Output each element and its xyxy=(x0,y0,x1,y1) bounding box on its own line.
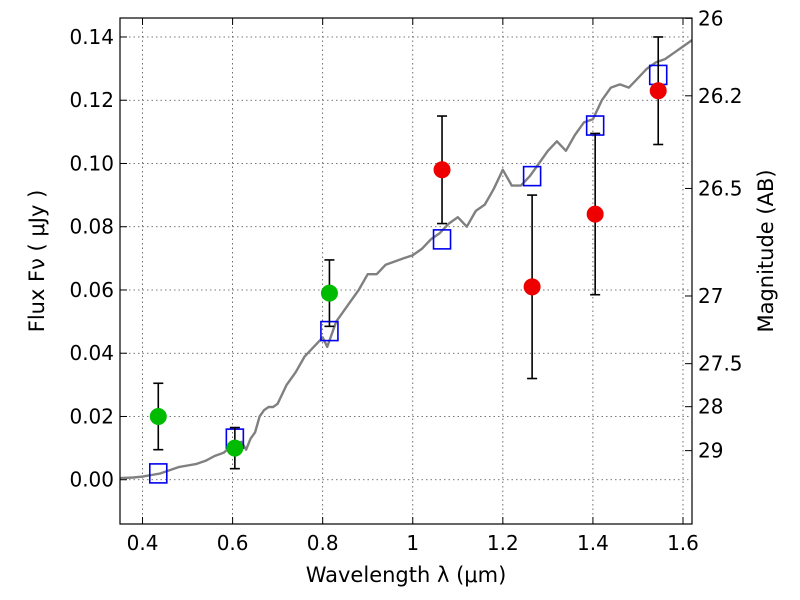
grid-lines xyxy=(120,18,692,524)
x-axis-label: Wavelength λ (μm) xyxy=(306,563,507,587)
y-tick-label: 0.04 xyxy=(69,341,114,365)
data-point xyxy=(523,278,541,296)
x-tick-label: 0.6 xyxy=(217,531,249,555)
right-tick-label: 27.5 xyxy=(698,352,743,376)
axis-ticks: 0.4 0.6 0.8 1 1.2 1.4 1.6 0.00 0.02 0.04 0.06 0.08 0… xyxy=(69,6,742,555)
plot-frame xyxy=(119,17,693,525)
data-point xyxy=(586,205,604,223)
model-spectrum xyxy=(119,39,693,480)
observed-photometry xyxy=(149,36,667,470)
y-tick-label: 0.12 xyxy=(69,88,114,112)
right-axis-label: Magnitude (AB) xyxy=(754,169,778,332)
right-tick-label: 27 xyxy=(698,284,723,308)
y-tick-label: 0.08 xyxy=(69,215,114,239)
data-point xyxy=(226,439,244,457)
right-tick-label: 26.5 xyxy=(698,176,743,200)
right-tick-label: 28 xyxy=(698,395,723,419)
y-tick-label: 0.10 xyxy=(69,151,114,175)
y-tick-label: 0.06 xyxy=(69,278,114,302)
y-axis-label: Flux Fν ( μJy ) xyxy=(25,190,49,333)
x-tick-label: 1 xyxy=(406,531,419,555)
data-point xyxy=(320,284,338,302)
data-point xyxy=(649,82,667,100)
right-tick-label: 29 xyxy=(698,439,723,463)
y-tick-label: 0.02 xyxy=(69,404,114,428)
x-tick-label: 0.4 xyxy=(127,531,159,555)
model-square xyxy=(522,165,542,187)
x-tick-label: 1.4 xyxy=(577,531,609,555)
y-tick-label: 0.00 xyxy=(69,468,114,492)
y-tick-label: 0.14 xyxy=(69,25,114,49)
model-square xyxy=(432,229,452,250)
model-square xyxy=(585,115,605,136)
model-photometry xyxy=(148,64,668,484)
x-tick-label: 0.8 xyxy=(307,531,339,555)
spectrum-line xyxy=(119,39,693,480)
model-square xyxy=(148,463,168,484)
data-point xyxy=(433,161,451,179)
data-point xyxy=(149,407,167,425)
right-tick-label: 26.2 xyxy=(698,84,743,108)
x-tick-label: 1.6 xyxy=(667,531,699,555)
x-tick-label: 1.2 xyxy=(487,531,519,555)
right-tick-label: 26 xyxy=(698,6,723,30)
